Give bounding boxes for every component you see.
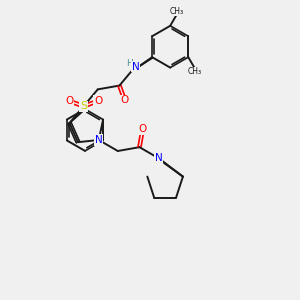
Text: N: N	[132, 62, 140, 72]
Text: CH₃: CH₃	[169, 7, 183, 16]
Text: CH₃: CH₃	[187, 67, 201, 76]
Text: N: N	[95, 135, 103, 145]
Text: O: O	[138, 124, 146, 134]
Text: H: H	[126, 59, 133, 68]
Text: O: O	[94, 96, 102, 106]
Text: O: O	[121, 95, 129, 105]
Text: O: O	[65, 96, 73, 106]
Text: N: N	[155, 153, 162, 163]
Text: S: S	[80, 101, 87, 111]
